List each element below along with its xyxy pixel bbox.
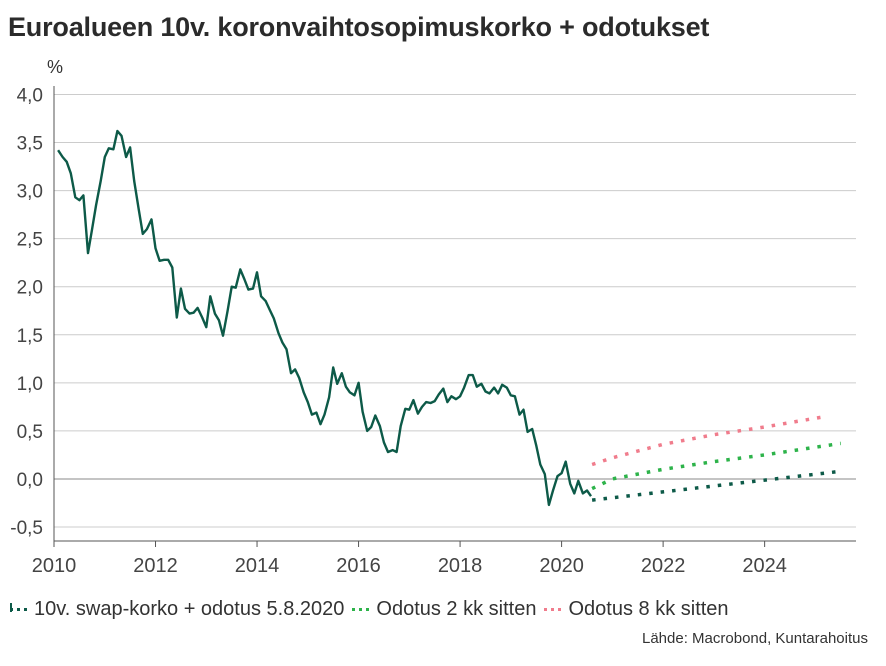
series-line-expectation-8m xyxy=(591,414,826,467)
chart-title: Euroalueen 10v. koronvaihtosopimuskorko … xyxy=(8,12,710,42)
y-tick-label: 0,0 xyxy=(17,470,43,491)
y-tick-label: 1,0 xyxy=(17,374,43,395)
legend-label-8m: Odotus 8 kk sitten xyxy=(568,597,729,620)
legend-swatch-2m xyxy=(352,606,370,612)
gridlines xyxy=(54,94,856,528)
y-tick-label: 2,0 xyxy=(17,278,43,299)
y-tick-label: 0,5 xyxy=(17,422,43,443)
legend-item-2m: Odotus 2 kk sitten xyxy=(352,598,536,621)
legend-swatch-swap xyxy=(10,603,28,612)
legend-label-2m: Odotus 2 kk sitten xyxy=(376,597,537,620)
y-tick-label: 2,5 xyxy=(17,230,43,251)
y-axis-unit-label: % xyxy=(47,57,63,77)
series-line-expectation-now xyxy=(591,469,842,502)
y-axis-tick-labels: -0,5 0,0 0,5 1,0 1,5 2,0 2,5 3,0 3,5 4,0 xyxy=(10,86,43,540)
axes xyxy=(53,86,856,547)
y-tick-label: 3,5 xyxy=(17,134,43,155)
x-tick-label: 2022 xyxy=(641,555,686,577)
series-line-swap-rate xyxy=(57,129,592,507)
x-tick-label: 2018 xyxy=(438,555,483,577)
legend-item-swap: 10v. swap-korko + odotus 5.8.2020 xyxy=(10,598,344,621)
y-tick-label: 4,0 xyxy=(17,86,43,107)
x-tick-label: 2014 xyxy=(235,555,280,577)
legend-swatch-8m xyxy=(544,606,562,612)
x-tick-label: 2012 xyxy=(133,555,178,577)
y-tick-label: -0,5 xyxy=(10,518,43,539)
x-tick-label: 2020 xyxy=(539,555,584,577)
x-tick-label: 2024 xyxy=(742,555,787,577)
source-note: Lähde: Macrobond, Kuntarahoitus xyxy=(642,630,868,647)
series-line-expectation-2m xyxy=(591,441,842,491)
series-lines xyxy=(57,129,842,507)
y-tick-label: 1,5 xyxy=(17,326,43,347)
x-tick-label: 2016 xyxy=(336,555,381,577)
y-tick-label: 3,0 xyxy=(17,182,43,203)
legend: 10v. swap-korko + odotus 5.8.2020 Odotus… xyxy=(10,596,737,622)
legend-item-8m: Odotus 8 kk sitten xyxy=(544,597,729,621)
legend-label-swap: 10v. swap-korko + odotus 5.8.2020 xyxy=(34,597,345,620)
x-tick-label: 2010 xyxy=(32,555,77,577)
x-axis-tick-labels: 2010 2012 2014 2016 2018 2020 2022 2024 xyxy=(32,555,787,577)
